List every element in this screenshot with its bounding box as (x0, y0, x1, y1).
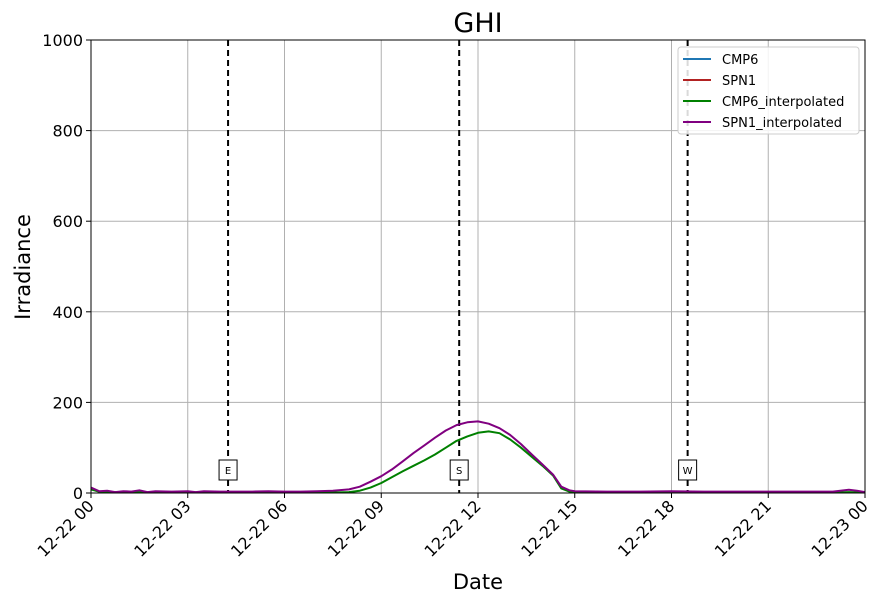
x-tick-label: 12-23 00 (808, 496, 872, 560)
x-tick-label: 12-22 12 (421, 496, 485, 560)
legend: CMP6 SPN1 CMP6_interpolated SPN1_interpolat… (677, 46, 860, 135)
y-axis-title: Irradiance (11, 214, 35, 320)
y-tick-label: 200 (52, 393, 83, 412)
y-tick-label: 600 (52, 212, 83, 231)
legend-label: CMP6_interpolated (722, 95, 844, 110)
y-axis-ticks: 0 200 400 600 800 1000 (42, 31, 91, 503)
legend-label: SPN1_interpolated (722, 116, 842, 131)
x-tick-label: 12-22 21 (711, 496, 775, 560)
marker-label-w: W (683, 466, 693, 477)
marker-label-s: S (456, 466, 462, 477)
marker-box-w (678, 459, 698, 481)
marker-box-s (449, 459, 469, 481)
x-tick-label: 12-22 00 (34, 496, 98, 560)
x-axis-title: Date (453, 570, 503, 594)
x-tick-label: 12-22 15 (517, 496, 581, 560)
x-axis-ticks: 12-22 00 12-22 03 12-22 06 12-22 09 12-22 12… (34, 493, 872, 561)
x-tick-label: 12-22 09 (324, 496, 388, 560)
legend-label: CMP6 (722, 53, 758, 68)
y-tick-label: 0 (73, 484, 83, 503)
x-tick-label: 12-22 03 (130, 496, 194, 560)
y-tick-label: 1000 (42, 31, 83, 50)
marker-box-e (218, 459, 238, 481)
series-line-spn1-interpolated (90, 420, 866, 494)
y-tick-label: 400 (52, 303, 83, 322)
y-tick-label: 800 (52, 122, 83, 141)
chart-title: GHI (453, 8, 502, 39)
legend-box (677, 46, 860, 135)
x-tick-label: 12-22 18 (614, 496, 678, 560)
marker-label-e: E (225, 466, 231, 477)
x-tick-label: 12-22 06 (227, 496, 291, 560)
legend-label: SPN1 (722, 74, 756, 89)
